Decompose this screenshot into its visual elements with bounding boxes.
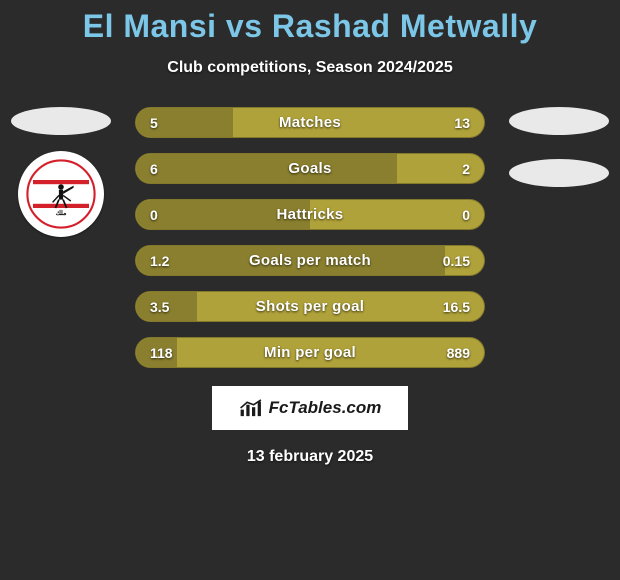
stat-bar: 118Min per goal889 [135,337,485,368]
date-label: 13 february 2025 [0,448,620,466]
stat-value-right: 889 [447,338,470,367]
svg-text:ملك: ملك [56,210,67,217]
stat-bar: 5Matches13 [135,107,485,138]
zamalek-crest-icon: ملك [26,159,96,229]
stat-bar: 1.2Goals per match0.15 [135,245,485,276]
player-right-column [504,107,614,187]
comparison-area: ملك 5Matches13 6Goals2 0Hattricks0 1.2Goals… [0,107,620,368]
stat-label: Goals [136,154,484,183]
stat-value-right: 0 [462,200,470,229]
stat-label: Goals per match [136,246,484,275]
player-left-column: ملك [6,107,116,237]
page-title: El Mansi vs Rashad Metwally [0,0,620,45]
player-left-placeholder [11,107,111,135]
stat-label: Shots per goal [136,292,484,321]
source-badge: FcTables.com [212,386,408,430]
stat-bar: 0Hattricks0 [135,199,485,230]
stat-label: Hattricks [136,200,484,229]
stat-value-right: 13 [454,108,470,137]
stat-value-right: 0.15 [443,246,470,275]
stat-label: Matches [136,108,484,137]
subtitle: Club competitions, Season 2024/2025 [0,59,620,77]
stat-bar: 6Goals2 [135,153,485,184]
stat-bar: 3.5Shots per goal16.5 [135,291,485,322]
stat-label: Min per goal [136,338,484,367]
stat-value-right: 16.5 [443,292,470,321]
player-right-placeholder-1 [509,107,609,135]
source-label: FcTables.com [269,398,382,418]
club-badge-left: ملك [18,151,104,237]
chart-icon [239,398,265,418]
player-right-placeholder-2 [509,159,609,187]
stat-bars: 5Matches13 6Goals2 0Hattricks0 1.2Goals per… [135,107,485,368]
stat-value-right: 2 [462,154,470,183]
